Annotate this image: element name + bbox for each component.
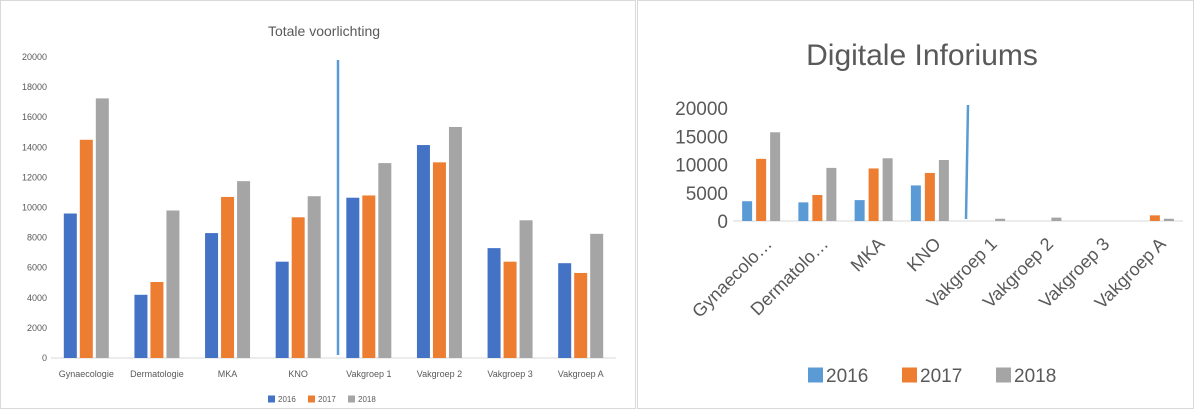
bar-2018-vakgroep-3	[519, 220, 533, 358]
x-tick-label: Gynaecologie	[59, 369, 114, 379]
bar-2016-vakgroep-3	[487, 248, 501, 358]
y-tick-label: 15000	[675, 127, 728, 148]
bar-2016-dermatolo	[798, 202, 809, 221]
legend-swatch-2017	[902, 367, 917, 383]
y-tick-label: 20000	[675, 99, 728, 120]
bar-2016-vakgroep-1	[346, 197, 360, 358]
legend-label-2018: 2018	[1014, 366, 1056, 387]
divider-line	[964, 104, 970, 220]
x-tick-label: Vakgroep 3	[487, 369, 532, 379]
bar-2018-dermatolo	[826, 167, 837, 221]
legend-label-2017: 2017	[318, 395, 336, 404]
bar-2017-vakgroep-a	[1149, 215, 1160, 221]
bar-2016-mka	[205, 233, 219, 358]
y-tick-label: 2000	[27, 323, 47, 333]
x-tick-label: Dermatologie	[130, 369, 184, 379]
bar-2016-kno	[275, 261, 289, 358]
bar-2018-mka	[237, 181, 251, 358]
chart-title: Totale voorlichting	[268, 23, 380, 39]
legend-swatch-2017	[308, 395, 315, 403]
bar-2017-vakgroep-2	[432, 162, 446, 358]
bar-2018-gynaecologie	[95, 98, 109, 358]
bar-2017-vakgroep-a	[574, 272, 588, 358]
chart-panel-digitale-inforiums: Digitale Inforiums 0 5000 10000 15000 20000 …	[637, 0, 1194, 409]
x-tick-label: Vakgroep A	[558, 369, 604, 379]
bar-2017-gynaecolo	[756, 158, 767, 221]
y-tick-label: 8000	[27, 233, 47, 243]
y-tick-label: 14000	[22, 142, 47, 152]
bar-2016-gynaecolo	[742, 201, 753, 221]
y-tick-label: 16000	[22, 112, 47, 122]
legend-swatch-2016	[268, 395, 275, 403]
legend-swatch-2018	[348, 395, 355, 403]
bar-2016-vakgroep-2	[416, 145, 430, 358]
bar-2018-vakgroep-a	[590, 233, 604, 358]
legend-label-2017: 2017	[920, 366, 962, 387]
y-tick-label: 0	[42, 353, 47, 363]
y-tick-label: 12000	[22, 172, 47, 182]
x-tick-label: MKA	[218, 369, 238, 379]
bar-2016-kno	[910, 185, 921, 221]
bar-2016-mka	[854, 200, 865, 221]
legend-label-2018: 2018	[358, 395, 376, 404]
y-tick-label: 4000	[27, 293, 47, 303]
x-tick-label: Vakgroep 2	[417, 369, 462, 379]
chart-title: Digitale Inforiums	[806, 39, 1038, 72]
bar-2018-vakgroep-1	[378, 163, 392, 358]
bar-2018-mka	[882, 158, 893, 221]
x-tick-label: KNO	[903, 234, 945, 276]
bar-2017-gynaecologie	[79, 139, 93, 358]
chart-totale-voorlichting: Totale voorlichting 0 2000 4000 6000 8000 100…	[22, 23, 616, 404]
legend-label-2016: 2016	[278, 395, 296, 404]
bar-2018-vakgroep-1	[995, 218, 1006, 221]
x-tick-label: Vakgroep 1	[346, 369, 391, 379]
bar-2018-vakgroep-a	[1163, 218, 1174, 221]
bar-2018-kno	[307, 196, 321, 358]
bar-2016-dermatologie	[134, 294, 148, 358]
chart-digitale-inforiums: Digitale Inforiums 05000100001500020000 …	[675, 39, 1183, 387]
bar-2017-vakgroep-1	[362, 195, 376, 358]
bar-2018-gynaecolo	[770, 132, 781, 221]
bar-2017-vakgroep-3	[503, 261, 517, 358]
bar-2017-kno	[924, 172, 935, 221]
y-tick-label: 6000	[27, 263, 47, 273]
legend-swatch-2016	[808, 367, 823, 383]
x-tick-label: KNO	[288, 369, 308, 379]
chart-panel-totale-voorlichting: Totale voorlichting 0 2000 4000 6000 8000 100…	[0, 0, 636, 409]
y-tick-label: 10000	[22, 203, 47, 213]
bar-2017-mka	[221, 196, 235, 358]
bar-2017-dermatolo	[812, 195, 823, 221]
bar-2016-vakgroep-a	[558, 263, 572, 358]
y-tick-label: 5000	[686, 184, 728, 205]
y-tick-label: 0	[717, 212, 728, 233]
bar-2017-dermatologie	[150, 281, 164, 358]
bar-2017-mka	[868, 168, 879, 221]
bar-2018-vakgroep-2	[448, 126, 462, 358]
bar-2016-gynaecologie	[63, 213, 77, 358]
legend-swatch-2018	[996, 367, 1011, 383]
legend-label-2016: 2016	[826, 366, 868, 387]
bar-2017-kno	[291, 217, 305, 358]
y-tick-label: 20000	[22, 52, 47, 62]
bar-2018-vakgroep-2	[1051, 217, 1062, 221]
y-tick-label: 18000	[22, 82, 47, 92]
x-tick-label: MKA	[847, 234, 889, 276]
bar-2018-kno	[938, 159, 949, 221]
bar-2018-dermatologie	[166, 210, 180, 358]
y-tick-label: 10000	[675, 156, 728, 177]
